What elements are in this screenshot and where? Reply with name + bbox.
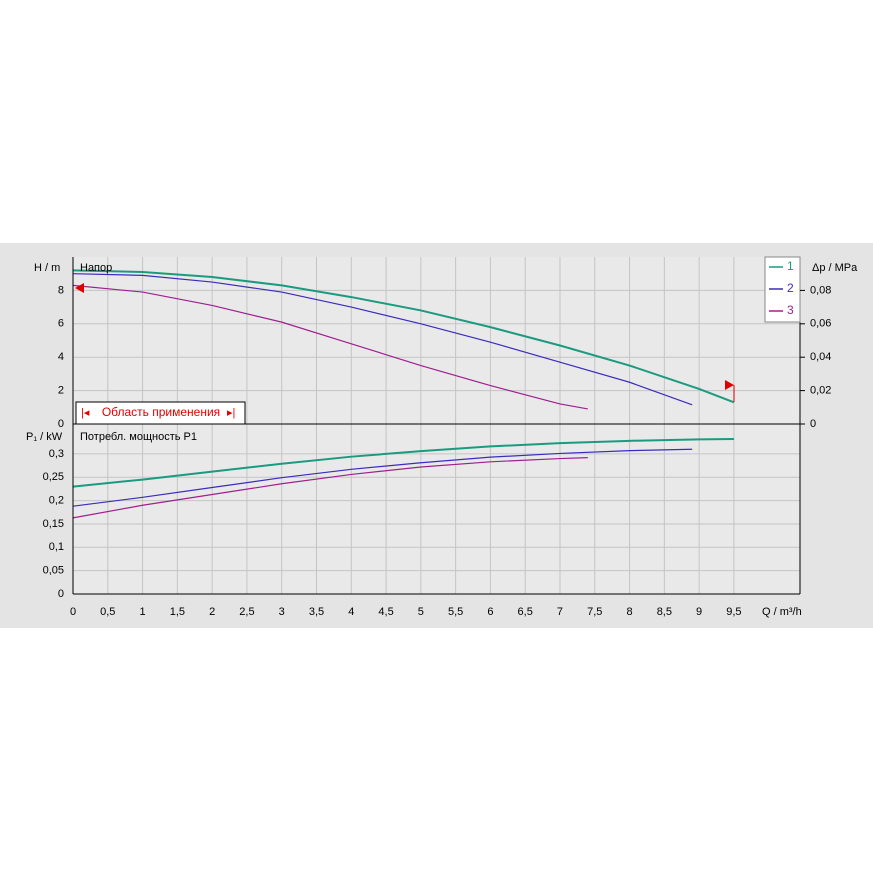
x-tick-label: 7 (557, 606, 563, 618)
series-line (72, 269, 735, 404)
legend-label: 3 (787, 303, 794, 317)
annotation-arrow: ▸| (227, 407, 235, 419)
x-tick-label: 4,5 (378, 606, 393, 618)
y-tick-label: 4 (58, 351, 64, 363)
series-line (72, 273, 693, 406)
series-line (72, 284, 588, 410)
y-tick-label: 0 (58, 418, 64, 430)
x-tick-label: 7,5 (587, 606, 602, 618)
range-marker (75, 283, 84, 293)
chart-title: Потребл. мощность P1 (80, 431, 197, 443)
y2-tick-label: 0,06 (810, 318, 831, 330)
x-tick-label: 1 (140, 606, 146, 618)
chart-title: Напор (80, 262, 112, 274)
x-label: Q / m³/h (762, 606, 802, 618)
x-tick-label: 5,5 (448, 606, 463, 618)
y2-tick-label: 0,04 (810, 351, 831, 363)
x-tick-label: 4 (348, 606, 354, 618)
y-tick-label: 8 (58, 284, 64, 296)
y-tick-label: 0,15 (43, 518, 64, 530)
y-label: P₁ / kW (26, 431, 63, 443)
legend-label: 2 (787, 281, 794, 295)
annotation: Область применения (102, 405, 220, 419)
y2-tick-label: 0 (810, 418, 816, 430)
series-line (72, 448, 693, 507)
y-tick-label: 2 (58, 385, 64, 397)
plot-area (73, 257, 800, 594)
y-tick-label: 0,2 (49, 494, 64, 506)
x-tick-label: 1,5 (170, 606, 185, 618)
y-label: H / m (34, 262, 60, 274)
x-tick-label: 0,5 (100, 606, 115, 618)
x-tick-label: 6 (487, 606, 493, 618)
legend-label: 1 (787, 259, 794, 273)
series-line (72, 457, 588, 519)
annotation-arrow: |◂ (81, 407, 90, 419)
y-tick-label: 0,1 (49, 541, 64, 553)
y2-tick-label: 0,02 (810, 385, 831, 397)
x-tick-label: 6,5 (518, 606, 533, 618)
y-tick-label: 0,3 (49, 448, 64, 460)
series-line (72, 437, 734, 488)
x-tick-label: 3,5 (309, 606, 324, 618)
x-tick-label: 2,5 (239, 606, 254, 618)
y-tick-label: 0,05 (43, 565, 64, 577)
y2-label: Δp / MPa (812, 262, 858, 274)
y-tick-label: 6 (58, 318, 64, 330)
x-tick-label: 2 (209, 606, 215, 618)
x-tick-label: 9,5 (726, 606, 741, 618)
x-tick-label: 5 (418, 606, 424, 618)
x-tick-label: 9 (696, 606, 702, 618)
y-tick-label: 0 (58, 588, 64, 600)
range-marker (725, 380, 734, 390)
x-tick-label: 8 (626, 606, 632, 618)
x-tick-label: 8,5 (657, 606, 672, 618)
y-tick-label: 0,25 (43, 471, 64, 483)
x-tick-label: 0 (70, 606, 76, 618)
y2-tick-label: 0,08 (810, 284, 831, 296)
x-tick-label: 3 (279, 606, 285, 618)
annotation-box (75, 401, 246, 425)
